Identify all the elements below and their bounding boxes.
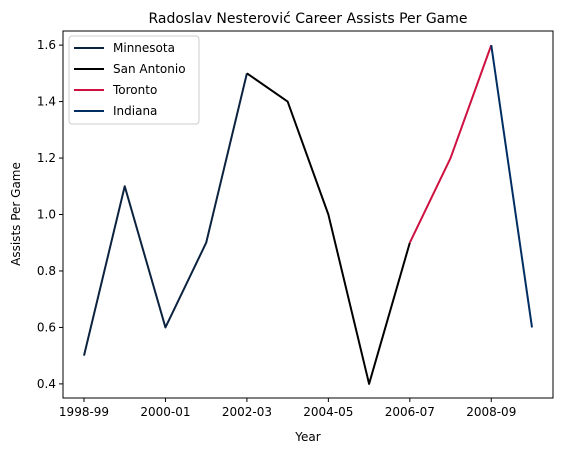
x-tick-label-4: 2006-07 [385,405,435,419]
y-tick-label-6: 1.6 [37,38,56,52]
series-line-1 [246,72,411,385]
series-layer [83,44,533,385]
x-tick-label-2: 2002-03 [222,405,272,419]
y-axis-label: Assists Per Game [9,162,23,266]
y-tick-label-0: 0.4 [37,377,56,391]
legend-label-1: San Antonio [113,62,186,76]
series-line-0 [83,73,248,356]
x-tick-label-3: 2004-05 [303,405,353,419]
y-tick-label-3: 1.0 [37,208,56,222]
y-axis: 0.4 0.6 0.8 1.0 1.2 1.4 1.6 [37,38,63,391]
series-line-3 [490,44,533,328]
x-tick-label-0: 1998-99 [59,405,109,419]
y-tick-label-1: 0.6 [37,320,56,334]
x-tick-label-1: 2000-01 [140,405,190,419]
legend-label-3: Indiana [113,104,157,118]
chart-title: Radoslav Nesterović Career Assists Per G… [148,11,467,27]
legend: Minnesota San Antonio Toronto Indiana [68,35,200,125]
x-axis-label: Year [294,430,320,444]
x-axis: 1998-99 2000-01 2002-03 2004-05 2006-07 2008-… [59,398,516,419]
legend-label-2: Toronto [112,83,157,97]
y-tick-label-5: 1.4 [37,95,56,109]
legend-frame [68,35,200,125]
y-tick-label-2: 0.8 [37,264,56,278]
x-tick-label-5: 2008-09 [466,405,516,419]
legend-label-0: Minnesota [113,41,175,55]
series-line-2 [408,44,493,244]
y-tick-label-4: 1.2 [37,151,56,165]
